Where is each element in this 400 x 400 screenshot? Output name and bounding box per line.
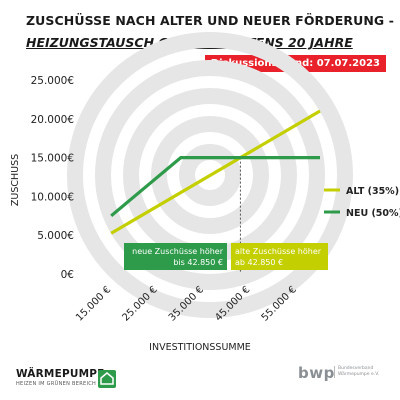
bwp-logo: bwp Bundesverband Wärmepumpe e.V.: [298, 364, 388, 386]
x-axis-title: INVESTITIONSSUMME: [149, 342, 251, 353]
logo-main-text: WÄRMEPUMPE: [16, 368, 105, 380]
y-tick-label: 10.000€: [31, 191, 74, 203]
bwp-logo-text: bwp: [298, 364, 335, 382]
legend-label: ALT (35%): [346, 186, 399, 197]
annotation-text: alte Zuschüsse höher: [235, 247, 322, 256]
annotation-box: [124, 243, 227, 270]
x-tick-label: 15.000 €: [74, 284, 113, 323]
y-axis-title: ZUSCHUSS: [10, 154, 21, 206]
bwp-logo-subtext: Bundesverband Wärmepumpe e.V.: [334, 366, 388, 378]
annotation-text: ab 42.850 €: [235, 258, 283, 267]
chart-title-line1: ZUSCHÜSSE NACH ALTER UND NEUER FÖRDERUNG…: [26, 13, 395, 28]
series-line-neu: [110, 156, 320, 218]
y-tick-label: 0€: [61, 269, 74, 281]
spiral-watermark: [67, 32, 353, 318]
legend-label: NEU (50%): [346, 208, 400, 219]
spiral-ring: [67, 32, 353, 318]
annotation-box: [231, 243, 328, 270]
house-icon: [98, 370, 116, 388]
spiral-ring: [95, 60, 325, 290]
annotation-text: bis 42.850 €: [173, 258, 223, 267]
logo-sub-text: HEIZEN IM GRÜNEN BEREICH: [16, 381, 97, 387]
series-line-alt: [110, 109, 321, 235]
annotation-text: neue Zuschüsse höher: [132, 247, 224, 256]
y-tick-label: 15.000€: [31, 153, 74, 165]
y-tick-label: 20.000€: [31, 114, 74, 126]
y-tick-label: 25.000€: [31, 75, 74, 87]
spiral-ring: [179, 144, 241, 206]
y-tick-label: 5.000€: [37, 230, 74, 242]
waermepumpe-logo: WÄRMEPUMPE HEIZEN IM GRÜNEN BEREICH: [16, 368, 116, 388]
